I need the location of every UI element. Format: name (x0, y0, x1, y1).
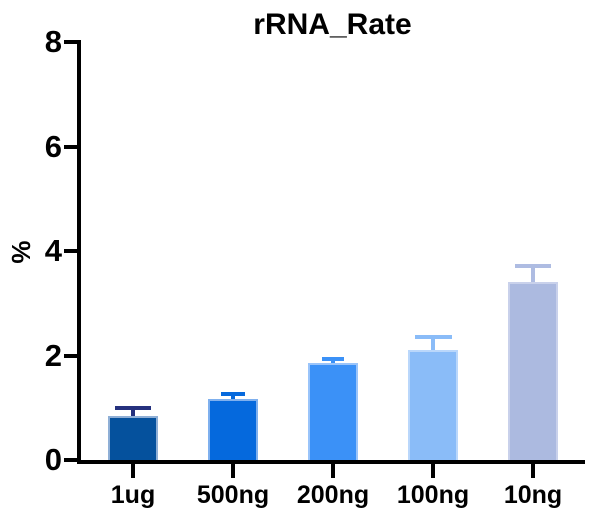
x-tick-label-500ng: 500ng (196, 481, 270, 509)
bar-10ng (508, 282, 558, 460)
x-tick-10ng (531, 464, 535, 478)
x-tick-label-100ng: 100ng (396, 481, 470, 509)
x-tick-200ng (331, 464, 335, 478)
error-bar-cap-200ng (322, 356, 344, 361)
bar-500ng (208, 398, 258, 460)
error-bar-cap-500ng (221, 391, 245, 396)
x-tick-label-1ug: 1ug (110, 481, 156, 509)
y-tick-6 (64, 144, 80, 149)
x-tick-100ng (431, 464, 435, 478)
y-tick-label-2: 2 (44, 337, 62, 373)
error-bar-stem-1ug (131, 406, 135, 416)
x-tick-500ng (231, 464, 235, 478)
error-bar-stem-100ng (431, 335, 435, 351)
bar-1ug (108, 415, 158, 460)
error-bar-cap-1ug (115, 406, 151, 411)
y-tick-2 (64, 353, 80, 358)
x-tick-label-200ng: 200ng (296, 481, 370, 509)
bar-200ng (308, 363, 358, 460)
y-tick-label-6: 6 (44, 128, 62, 164)
error-bar-cap-10ng (515, 264, 551, 269)
y-tick-8 (64, 40, 80, 44)
bar-100ng (408, 350, 458, 460)
error-bar-stem-10ng (531, 264, 535, 283)
y-tick-label-0: 0 (44, 442, 62, 477)
chart-title: rRNA_Rate (253, 8, 412, 41)
y-tick-label-8: 8 (44, 24, 62, 59)
y-tick-label-4: 4 (44, 233, 62, 268)
error-bar-cap-100ng (414, 335, 452, 340)
y-tick-4 (64, 249, 80, 253)
y-tick-0 (64, 458, 80, 462)
x-tick-1ug (131, 464, 135, 478)
x-axis-line (77, 460, 585, 464)
x-tick-label-10ng: 10ng (503, 481, 563, 509)
